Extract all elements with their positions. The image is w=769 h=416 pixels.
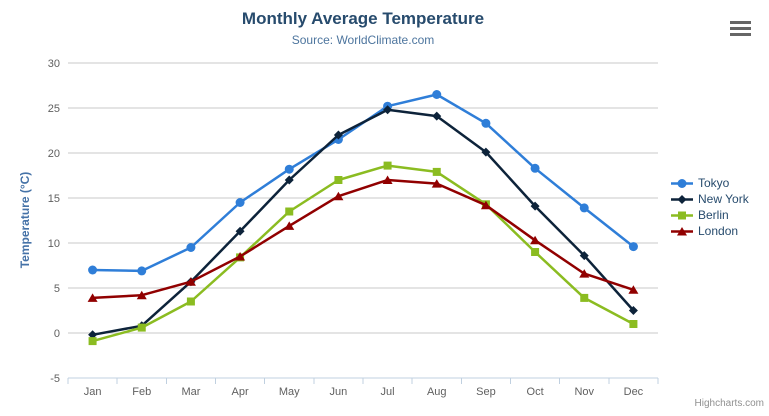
y-tick-label: 10 — [48, 238, 60, 250]
data-point-marker[interactable] — [579, 269, 590, 278]
series-tokyo — [88, 90, 638, 276]
y-tick-label: -5 — [50, 373, 60, 385]
data-point-marker[interactable] — [137, 323, 146, 332]
data-point-marker[interactable] — [677, 195, 687, 204]
x-tick-label: Aug — [427, 386, 447, 398]
data-point-marker[interactable] — [136, 290, 147, 300]
data-point-marker[interactable] — [382, 175, 393, 185]
data-point-marker[interactable] — [431, 179, 442, 188]
data-point-marker[interactable] — [480, 200, 491, 210]
data-point-marker[interactable] — [531, 248, 540, 256]
x-tick-label: Nov — [574, 386, 594, 398]
series-line-london[interactable] — [91, 178, 635, 300]
x-tick-label: Jun — [330, 386, 348, 398]
x-tick-label: Dec — [624, 386, 644, 398]
x-tick-label: Sep — [476, 386, 496, 398]
data-point-marker[interactable] — [579, 251, 589, 261]
data-point-marker[interactable] — [87, 293, 98, 302]
data-point-marker[interactable] — [185, 277, 196, 286]
data-point-marker[interactable] — [628, 242, 638, 252]
chart-title: Monthly Average Temperature — [241, 9, 485, 28]
data-point-marker[interactable] — [530, 163, 540, 173]
data-point-marker[interactable] — [285, 207, 294, 216]
x-tick-label: Feb — [132, 386, 151, 398]
data-point-marker[interactable] — [432, 90, 442, 99]
series-line-tokyo[interactable] — [91, 93, 635, 273]
data-point-marker[interactable] — [580, 293, 589, 302]
x-tick-label: Jul — [381, 386, 395, 398]
data-point-marker[interactable] — [383, 161, 392, 170]
data-point-marker[interactable] — [530, 235, 541, 245]
x-tick-label: May — [279, 386, 300, 398]
data-point-marker[interactable] — [432, 111, 442, 121]
data-point-marker[interactable] — [677, 227, 687, 236]
data-point-marker[interactable] — [235, 252, 246, 261]
data-point-marker[interactable] — [284, 164, 294, 174]
hamburger-icon — [730, 20, 754, 36]
legend-label: New York — [698, 192, 749, 206]
legend: Tokyo New York Berlin London — [671, 177, 749, 238]
data-point-marker[interactable] — [284, 175, 294, 185]
data-point-marker[interactable] — [88, 337, 97, 346]
data-point-marker[interactable] — [333, 191, 344, 201]
legend-item-london[interactable]: London — [671, 225, 749, 238]
data-point-marker[interactable] — [677, 179, 687, 188]
series-london — [87, 175, 639, 302]
data-point-marker[interactable] — [137, 266, 147, 276]
data-point-marker[interactable] — [186, 297, 195, 306]
legend-label: Berlin — [698, 208, 729, 222]
series-line-new-york[interactable] — [91, 108, 635, 337]
x-tick-label: Jan — [84, 386, 102, 398]
x-tick-label: Apr — [232, 386, 249, 398]
data-point-marker[interactable] — [235, 226, 245, 236]
credits-link[interactable]: Highcharts.com — [694, 398, 764, 409]
data-point-marker[interactable] — [530, 201, 540, 211]
hamburger-bar — [730, 32, 751, 36]
data-point-marker[interactable] — [628, 306, 638, 315]
data-point-marker[interactable] — [432, 167, 441, 176]
data-point-marker[interactable] — [333, 130, 343, 140]
hamburger-bar — [730, 26, 751, 30]
data-point-marker[interactable] — [678, 211, 686, 220]
diamond-legend-marker-icon — [671, 195, 693, 204]
data-point-marker[interactable] — [481, 147, 491, 157]
data-point-marker[interactable] — [284, 221, 295, 230]
triangle-legend-marker-icon — [671, 227, 693, 236]
data-point-marker[interactable] — [88, 265, 98, 275]
y-tick-label: 30 — [48, 58, 60, 70]
square-legend-marker-icon — [671, 211, 693, 220]
hamburger-bar — [730, 20, 751, 24]
legend-item-new-york[interactable]: New York — [671, 193, 749, 206]
data-point-marker[interactable] — [629, 320, 638, 328]
data-point-marker[interactable] — [235, 198, 245, 207]
legend-item-tokyo[interactable]: Tokyo — [671, 177, 749, 190]
data-point-marker[interactable] — [334, 176, 343, 184]
legend-item-berlin[interactable]: Berlin — [671, 209, 749, 222]
y-tick-label: 20 — [48, 148, 60, 160]
x-tick-label: Mar — [181, 386, 200, 398]
data-point-marker[interactable] — [628, 285, 639, 294]
data-point-marker[interactable] — [579, 203, 589, 213]
y-tick-label: 0 — [54, 328, 60, 340]
data-point-marker[interactable] — [481, 118, 491, 128]
data-point-marker[interactable] — [88, 330, 98, 340]
y-tick-label: 5 — [54, 283, 60, 295]
y-tick-label: 25 — [48, 103, 60, 115]
data-point-marker[interactable] — [383, 105, 393, 115]
legend-label: London — [698, 224, 739, 238]
x-tick-label: Oct — [527, 386, 544, 398]
y-axis-title: Temperature (°C) — [18, 171, 32, 269]
circle-legend-marker-icon — [671, 179, 693, 188]
y-tick-label: 15 — [48, 193, 60, 205]
series-line-berlin[interactable] — [91, 164, 635, 343]
legend-label: Tokyo — [698, 176, 730, 190]
chart-subtitle: Source: WorldClimate.com — [291, 33, 435, 47]
export-menu-button[interactable] — [730, 17, 754, 39]
data-point-marker[interactable] — [186, 243, 196, 252]
series-new-york — [88, 105, 638, 340]
